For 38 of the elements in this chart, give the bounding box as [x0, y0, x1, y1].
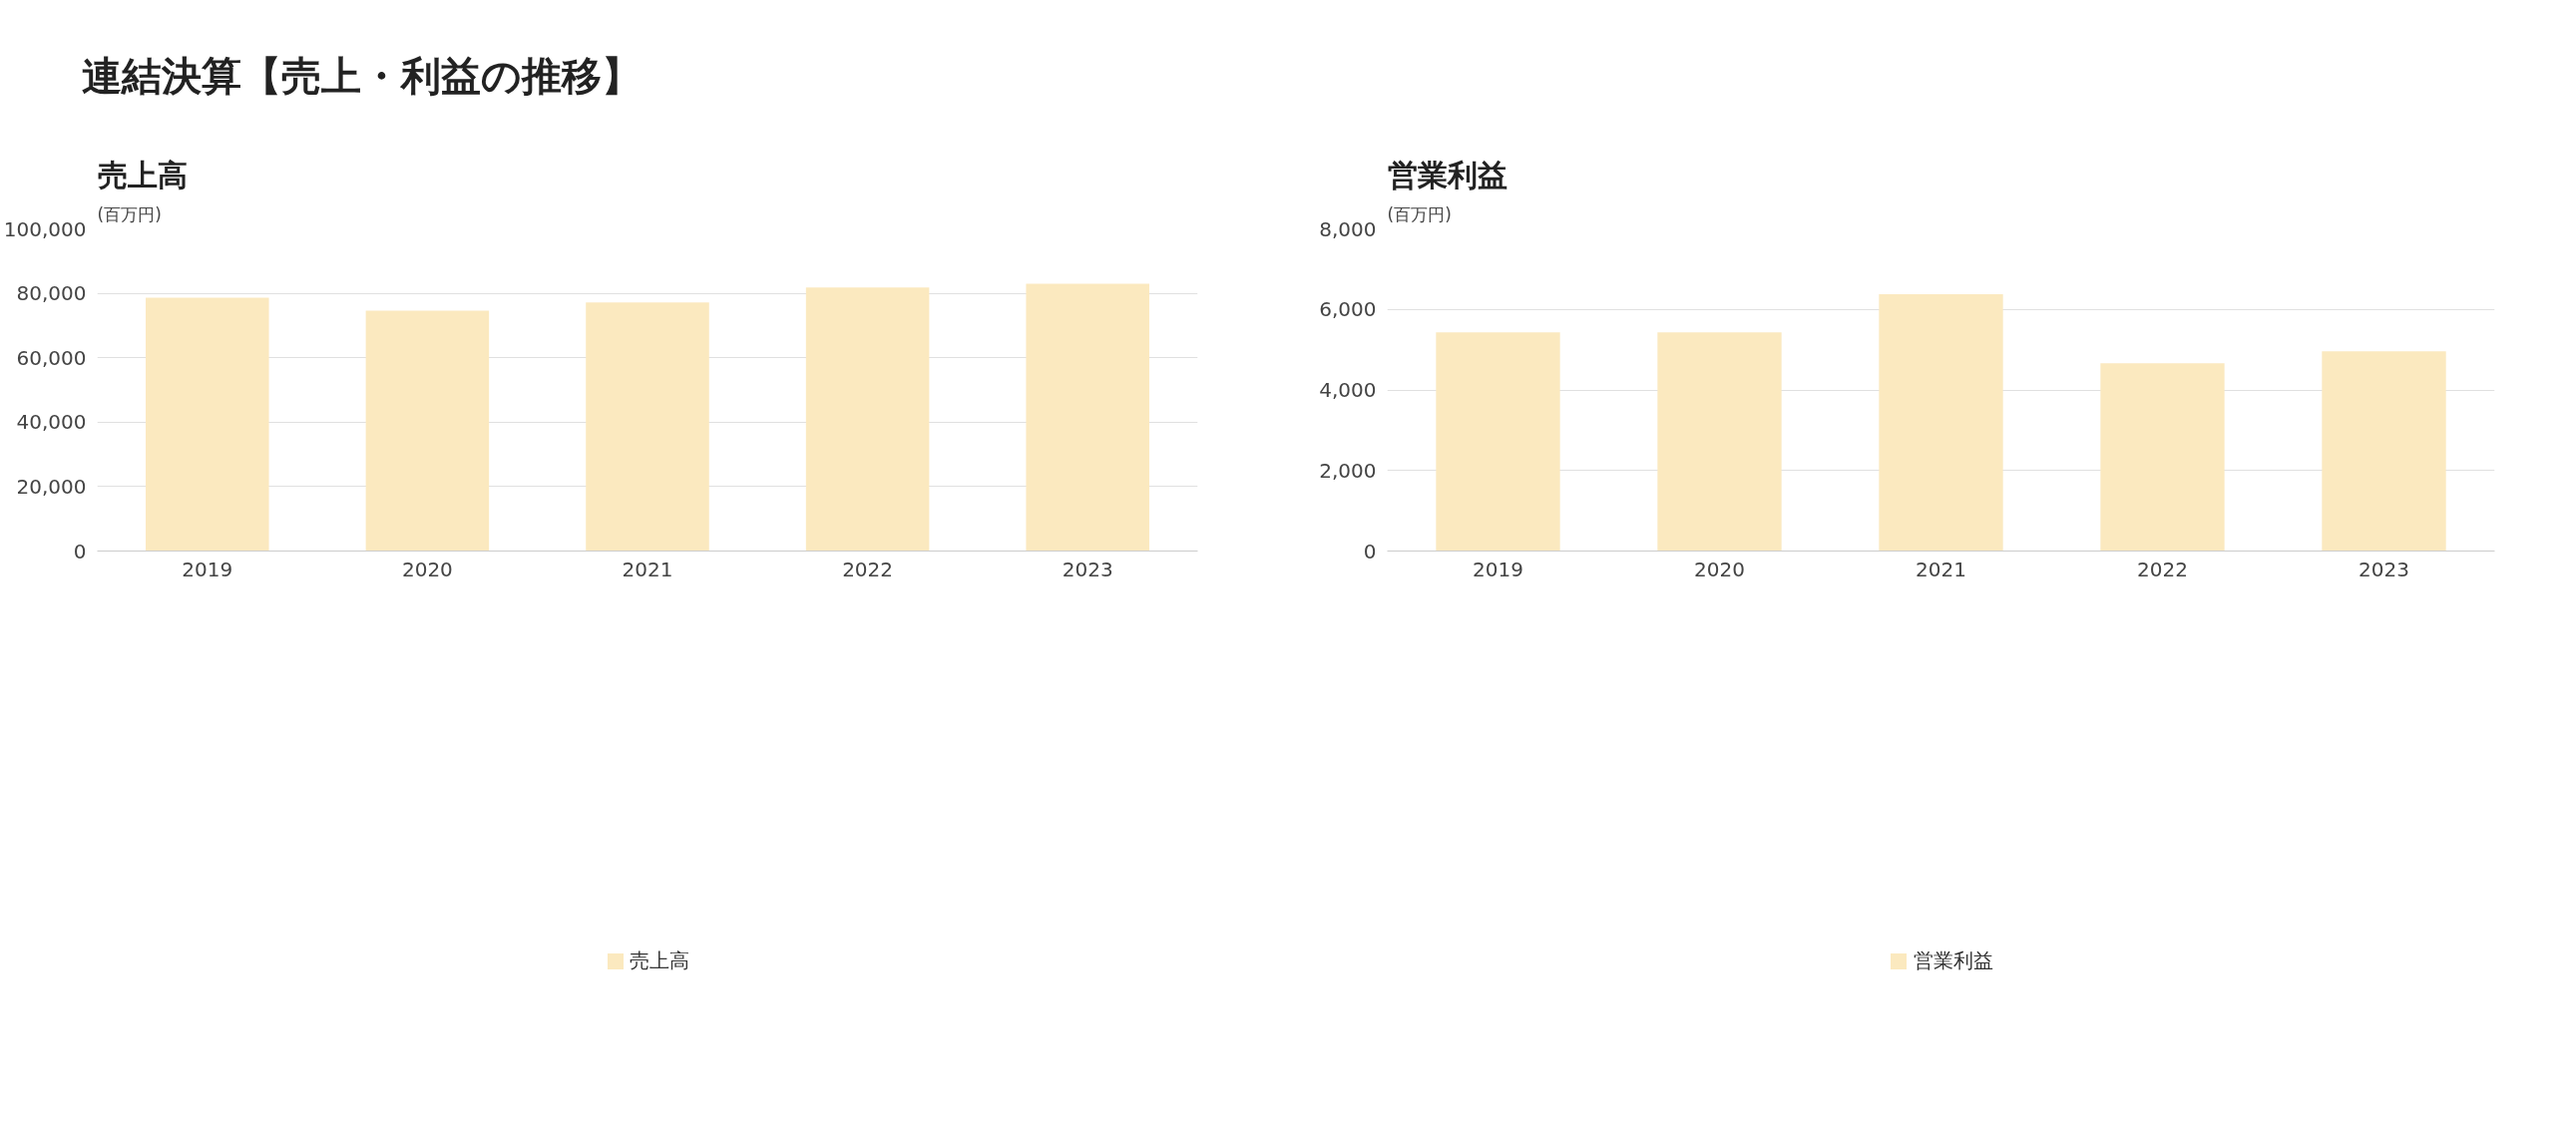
- chart-title: 営業利益: [1387, 157, 1507, 192]
- x-tick-label: 2020: [1694, 557, 1745, 581]
- x-tick-label: 2022: [2137, 557, 2188, 581]
- x-tick-label: 2023: [1062, 557, 1113, 581]
- y-tick-label: 40,000: [16, 410, 87, 435]
- chart-title: 売上高: [97, 157, 188, 192]
- y-axis-title: (百万円): [1387, 203, 1452, 224]
- y-tick-label: 4,000: [1319, 378, 1377, 402]
- bar: [1657, 332, 1782, 552]
- legend-label: 売上高: [630, 946, 689, 974]
- bar: [1436, 332, 1560, 552]
- y-tick-label: 0: [1363, 539, 1377, 563]
- y-tick-label: 6,000: [1319, 297, 1377, 322]
- y-axis-title: (百万円): [97, 203, 162, 224]
- y-tick-label: 8,000: [1319, 216, 1377, 241]
- legend-label: 営業利益: [1913, 946, 1993, 974]
- bar: [2100, 363, 2225, 552]
- bar: [365, 310, 490, 552]
- x-tick-label: 2022: [842, 557, 894, 581]
- y-tick-label: 2,000: [1319, 458, 1377, 483]
- y-tick-label: 60,000: [16, 345, 87, 370]
- y-tick-label: 20,000: [16, 474, 87, 499]
- bar: [1879, 293, 2003, 552]
- bar: [805, 287, 930, 552]
- x-tick-label: 2019: [1473, 557, 1523, 581]
- text: 連結決算【売上・利益の推移】: [82, 52, 642, 99]
- y-tick-label: 80,000: [16, 281, 87, 306]
- x-tick-label: 2021: [622, 557, 673, 581]
- x-tick-label: 2019: [182, 557, 233, 581]
- bar: [586, 302, 709, 552]
- y-tick-label: 0: [73, 539, 87, 563]
- x-tick-label: 2023: [2359, 557, 2409, 581]
- x-tick-label: 2021: [1916, 557, 1966, 581]
- bar: [146, 297, 269, 552]
- y-tick-label: 100,000: [3, 216, 87, 241]
- bar: [1026, 283, 1149, 552]
- x-tick-label: 2020: [401, 557, 453, 581]
- bar: [2322, 351, 2446, 552]
